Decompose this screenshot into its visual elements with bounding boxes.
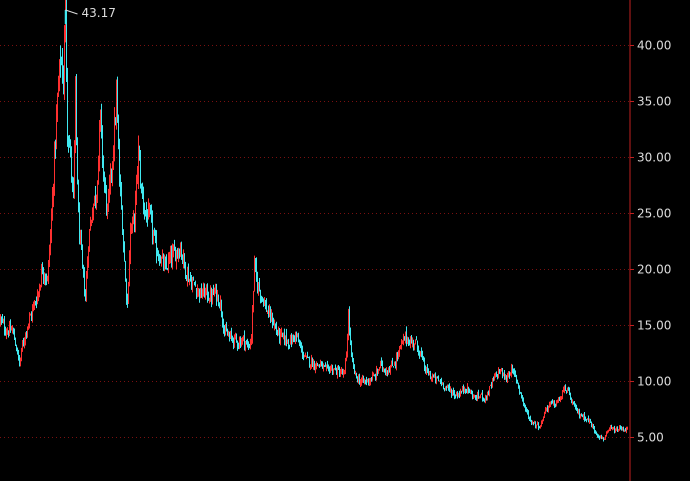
price-series (0, 0, 628, 442)
peak-pointer (65, 9, 78, 15)
y-tick-label: 35.00 (637, 95, 671, 109)
y-tick-label: 30.00 (637, 151, 671, 165)
y-tick-label: 40.00 (637, 39, 671, 53)
y-tick-label: 25.00 (637, 207, 671, 221)
y-axis-ticks: 5.00 10.00 15.00 20.00 25.00 30.00 35.00 40.00 (630, 39, 671, 445)
y-tick-label: 15.00 (637, 319, 671, 333)
y-tick-label: 5.00 (637, 431, 664, 445)
peak-value-label: 43.17 (82, 6, 116, 20)
y-tick-label: 20.00 (637, 263, 671, 277)
peak-annotation: 43.17 (64, 6, 116, 24)
y-tick-label: 10.00 (637, 375, 671, 389)
grid-lines (0, 45, 630, 438)
